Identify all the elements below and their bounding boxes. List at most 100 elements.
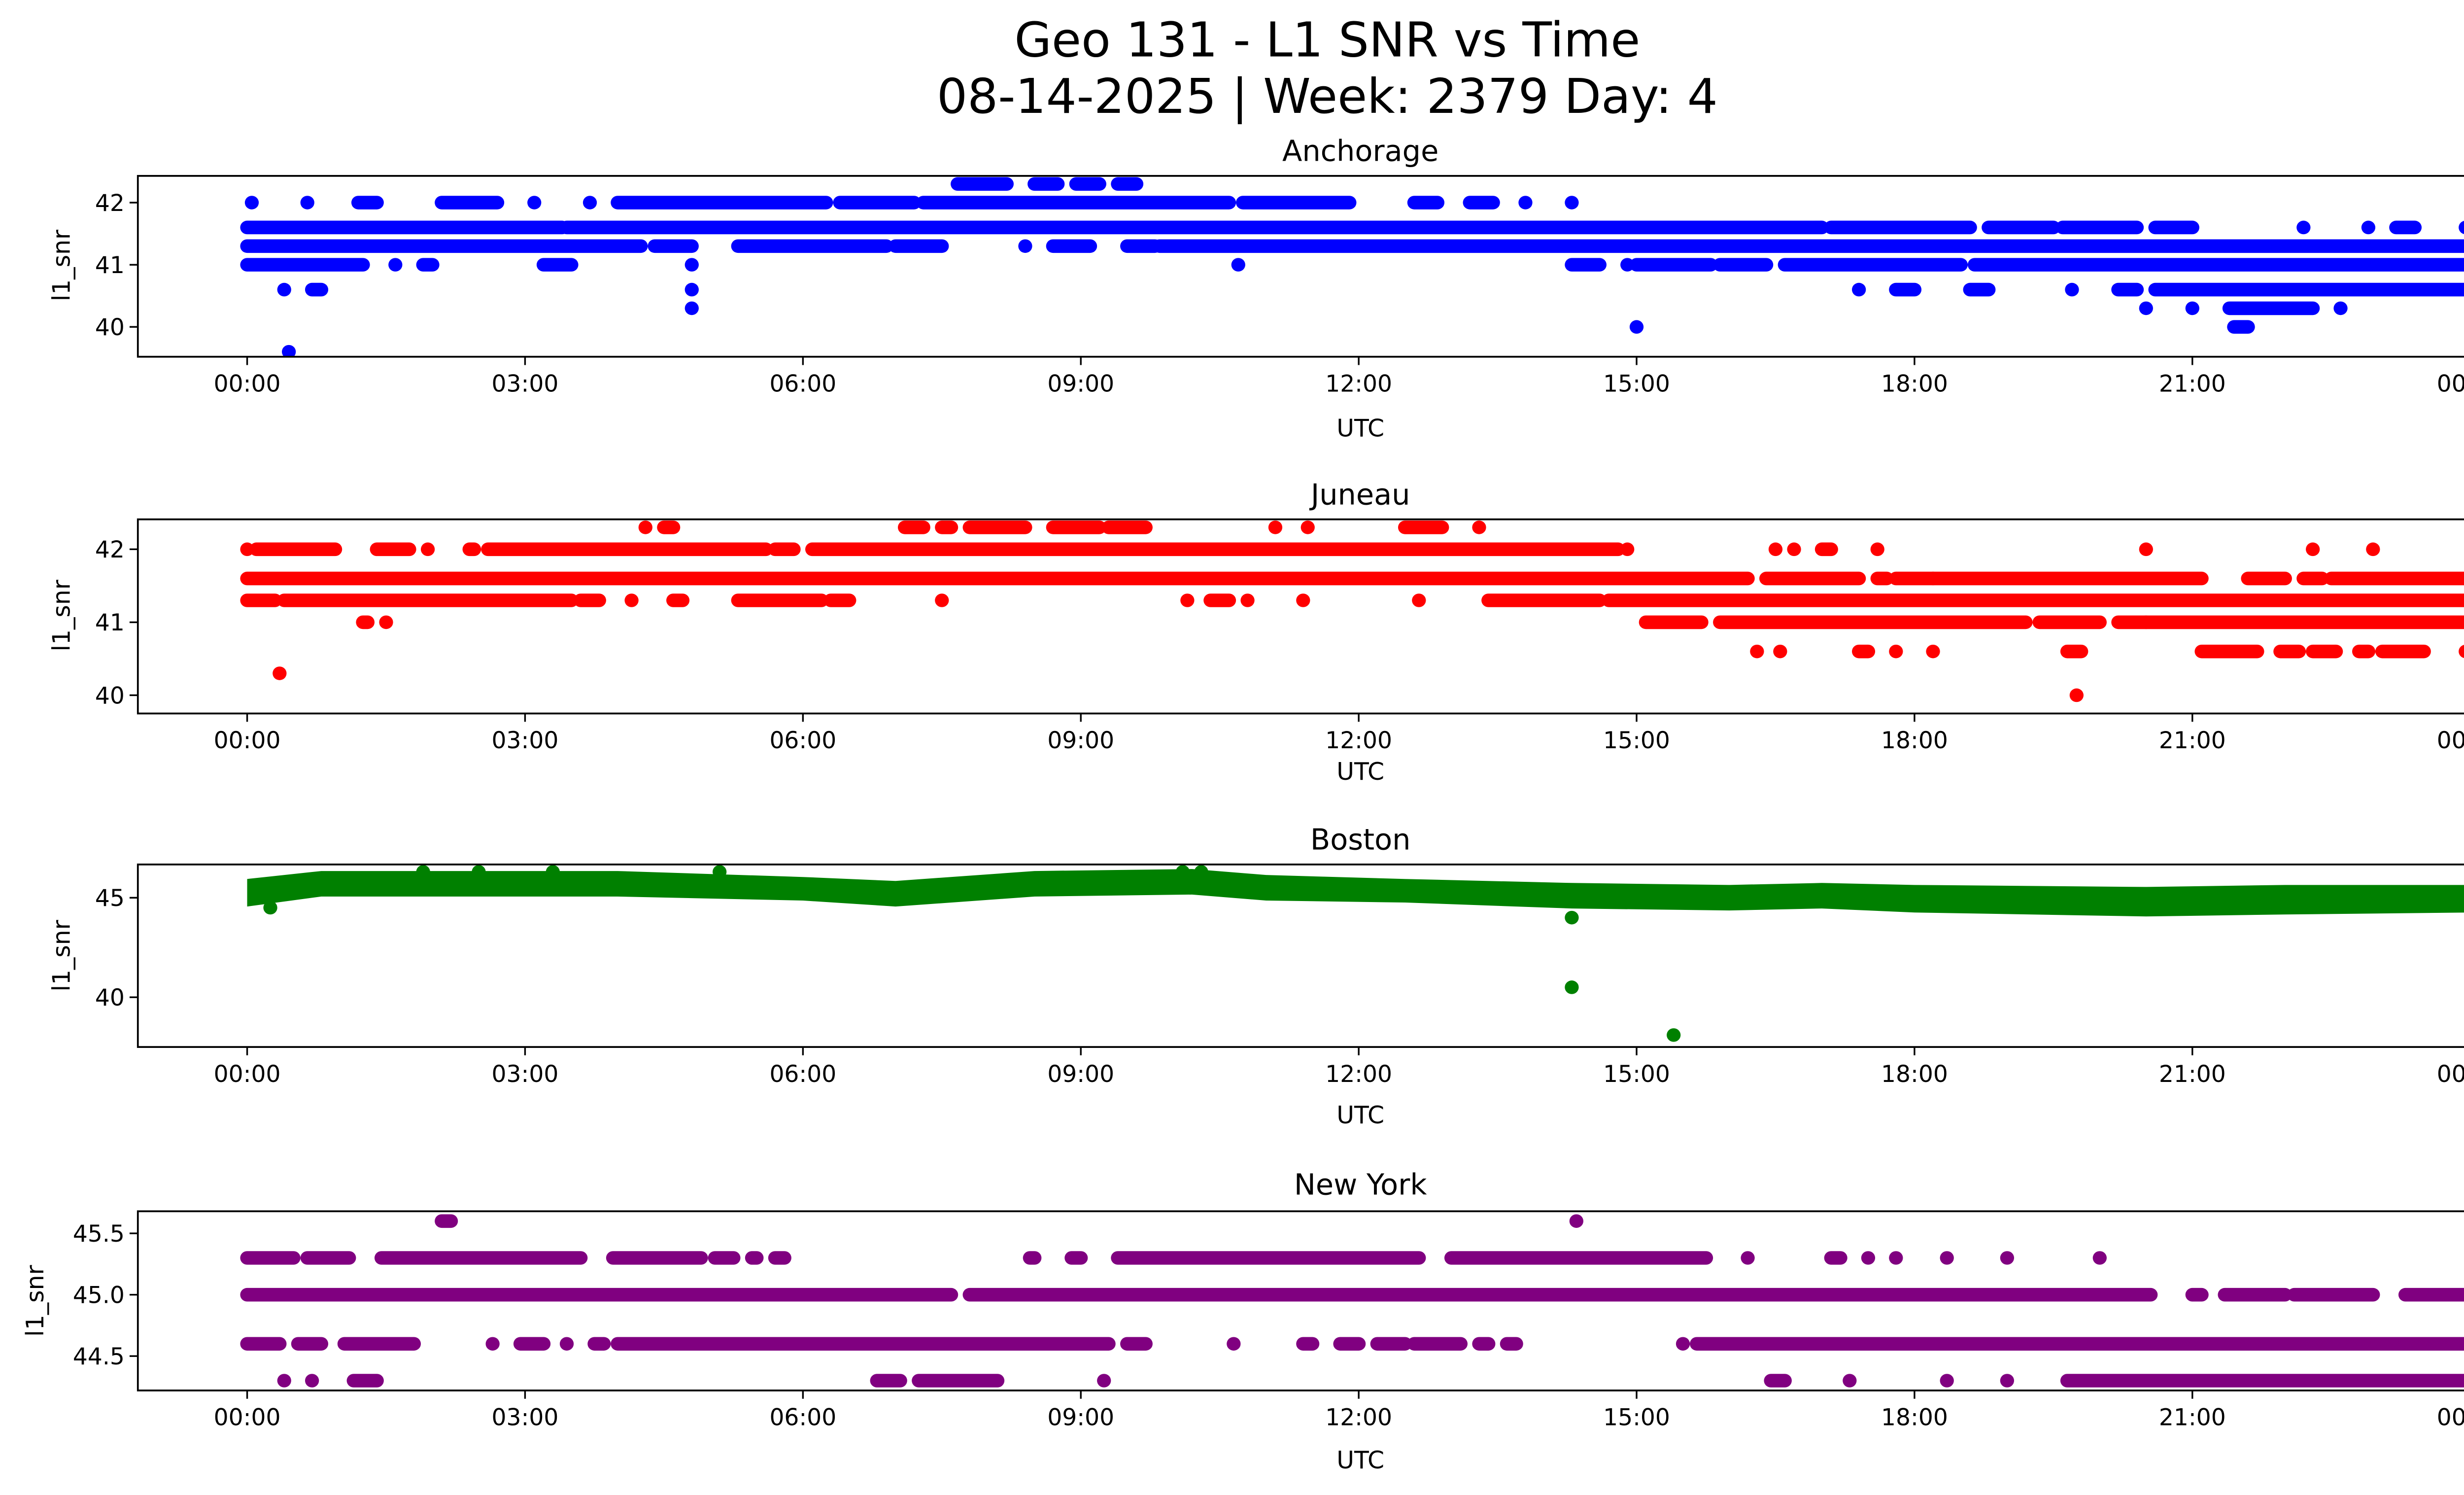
- x-tick-label: 21:00: [2159, 727, 2226, 754]
- data-run: [2222, 301, 2320, 315]
- data-run: [1296, 1337, 1320, 1351]
- data-run: [638, 521, 652, 534]
- data-run: [912, 1374, 1005, 1388]
- data-run: [951, 177, 1014, 191]
- data-run: [1152, 239, 2464, 253]
- data-run: [2352, 644, 2376, 659]
- data-run: [731, 593, 829, 607]
- data-run: [416, 258, 440, 272]
- data-point: [472, 865, 486, 879]
- x-tick-label: 18:00: [1881, 1404, 1948, 1431]
- data-run: [1240, 593, 1255, 607]
- data-point: [546, 865, 560, 879]
- data-run: [2185, 301, 2199, 315]
- scatter-marks: [247, 865, 2464, 1042]
- data-run: [1180, 593, 1195, 607]
- data-run: [1398, 521, 1449, 534]
- x-tick-label: 09:00: [1047, 1404, 1114, 1431]
- data-run: [1889, 1251, 1903, 1265]
- x-axis-label: UTC: [1336, 758, 1384, 786]
- scatter-marks: [240, 177, 2464, 357]
- data-run: [1926, 571, 2209, 586]
- data-run: [388, 258, 403, 272]
- data-run: [2324, 571, 2464, 586]
- data-run: [1300, 521, 1315, 534]
- axes: 00:00 03:00 06:00 09:00 12:00 15:00 18:00 21:00…: [95, 518, 2464, 754]
- x-tick-label: 21:00: [2159, 1404, 2226, 1431]
- data-run: [2459, 221, 2464, 234]
- x-tick-label: 12:00: [1325, 727, 1392, 754]
- data-run: [240, 1251, 301, 1265]
- x-tick-label: 12:00: [1325, 1061, 1392, 1088]
- data-run: [1861, 1251, 1876, 1265]
- data-run: [611, 196, 833, 209]
- data-run: [574, 593, 606, 607]
- x-tick-label: 12:00: [1325, 1404, 1392, 1431]
- y-tick-label: 45.5: [73, 1220, 125, 1248]
- data-run: [1690, 1337, 2464, 1351]
- data-run: [1407, 196, 1445, 209]
- data-run: [420, 542, 435, 556]
- data-run: [611, 1337, 1116, 1351]
- chart-subtitle: 08-14-2025 | Week: 2379 Day: 4: [937, 69, 1718, 125]
- data-point: [1565, 910, 1579, 925]
- data-run: [1023, 1251, 1042, 1265]
- data-run: [1370, 1337, 1412, 1351]
- x-axis-label: UTC: [1336, 414, 1384, 442]
- data-run: [1851, 644, 1876, 659]
- x-tick-label: 09:00: [1047, 1061, 1114, 1088]
- data-run: [2139, 542, 2153, 556]
- data-point: [263, 901, 277, 915]
- data-run: [2375, 644, 2431, 659]
- data-run: [1676, 1337, 1690, 1351]
- data-run: [435, 196, 505, 209]
- data-run: [1296, 593, 1310, 607]
- data-run: [1750, 644, 1764, 659]
- panel-new-york: New York 00:00 03:00 06:00 09:00 12:00 15:00 1…: [21, 1168, 2464, 1474]
- data-run: [346, 1374, 384, 1388]
- data-run: [2111, 282, 2144, 297]
- data-run: [1764, 1374, 1792, 1388]
- x-tick-label: 06:00: [769, 370, 836, 397]
- panel-anchorage: Anchorage 00:00 03:00 06:00 09:00 12:00 15:00…: [48, 134, 2464, 442]
- data-run: [1111, 1251, 1426, 1265]
- data-run: [370, 542, 416, 556]
- data-run: [768, 1251, 791, 1265]
- data-run: [889, 239, 949, 253]
- x-tick-label: 12:00: [1325, 370, 1392, 397]
- data-run: [462, 542, 481, 556]
- data-run: [481, 542, 773, 556]
- data-run: [1982, 220, 2060, 235]
- data-run: [1620, 542, 1635, 556]
- axes-frame: [137, 518, 2464, 715]
- x-axis-label: UTC: [1336, 1446, 1384, 1474]
- data-run: [2065, 282, 2079, 297]
- data-run: [1713, 258, 1774, 272]
- data-run: [833, 196, 922, 209]
- data-run: [1565, 196, 1579, 209]
- data-run: [1814, 542, 1838, 556]
- data-point: [1667, 1028, 1681, 1042]
- panel-title: Anchorage: [1282, 134, 1438, 168]
- data-run: [1412, 593, 1426, 607]
- data-run: [2194, 644, 2264, 659]
- data-run: [1407, 1337, 1468, 1351]
- data-run: [1787, 542, 1801, 556]
- y-axis-label: l1_snr: [48, 229, 76, 301]
- data-run: [823, 593, 856, 607]
- data-run: [2000, 1251, 2015, 1265]
- data-run: [1120, 1337, 1153, 1351]
- y-axis-label: l1_snr: [48, 579, 76, 651]
- data-run: [1602, 593, 2464, 607]
- data-run: [374, 1251, 588, 1265]
- data-run: [1018, 239, 1032, 253]
- data-run: [1203, 593, 1236, 607]
- data-run: [1741, 1251, 1755, 1265]
- data-point: [713, 865, 727, 879]
- data-point: [1194, 865, 1208, 879]
- data-run: [1824, 1251, 1848, 1265]
- data-run: [300, 1251, 356, 1265]
- data-run: [1111, 177, 1144, 191]
- axes: 00:00 03:00 06:00 09:00 12:00 15:00 18:00 21:00…: [95, 863, 2464, 1088]
